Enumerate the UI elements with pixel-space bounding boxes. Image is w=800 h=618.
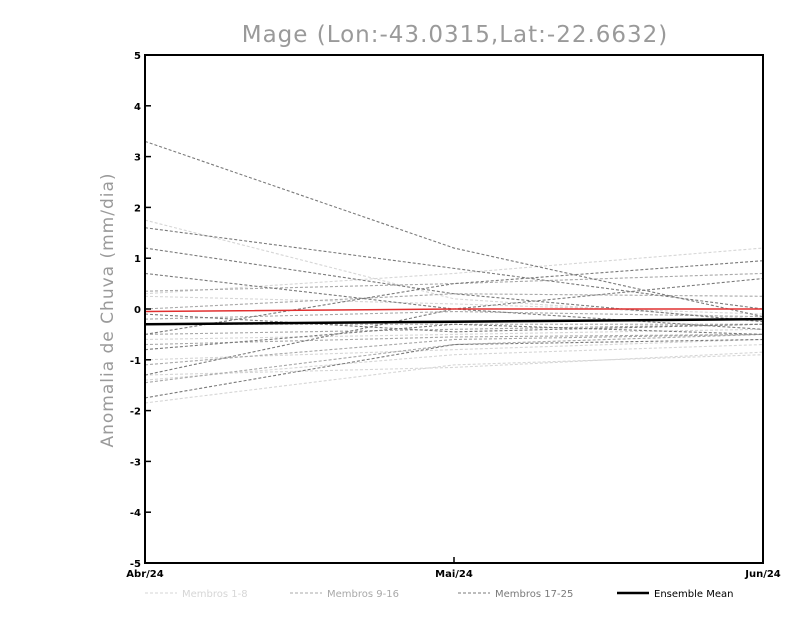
series-layer: [144, 140, 764, 404]
y-axis-label: Anomalia de Chuva (mm/dia): [98, 172, 118, 447]
series-line-ensemble-mean: [144, 317, 764, 326]
series-line-m14: [144, 310, 764, 320]
y-tick-label: 1: [134, 254, 141, 265]
series-line-m13: [144, 333, 764, 384]
series-line-m16: [144, 333, 764, 346]
legend-label: Membros 9-16: [327, 589, 399, 600]
series-line-m18: [144, 227, 764, 310]
y-tick-label: 2: [134, 203, 141, 214]
series-line-m11: [144, 333, 764, 366]
series-line-m07: [144, 351, 764, 376]
x-axis-ticks: Abr/24 Mai/24 Jun/24: [126, 557, 781, 580]
y-tick-label: -5: [130, 559, 141, 570]
y-tick-label: -2: [130, 407, 141, 418]
series-line-m09: [144, 272, 764, 292]
legend-label: Membros 17-25: [495, 589, 573, 600]
series-line-m19: [144, 247, 764, 323]
series-line-m06: [144, 295, 764, 315]
chart-title: Mage (Lon:-43.0315,Lat:-22.6632): [242, 22, 669, 48]
series-line-m01: [144, 219, 764, 320]
y-tick-label: 4: [134, 102, 141, 113]
y-tick-label: 5: [134, 51, 141, 62]
x-tick-label: Abr/24: [126, 569, 163, 580]
series-line-m17: [144, 140, 764, 318]
series-line-m03: [144, 344, 764, 381]
series-line-m25: [144, 323, 764, 351]
legend: Membros 1-8 Membros 9-16 Membros 17-25 Ense…: [145, 589, 733, 600]
y-tick-label: -1: [130, 356, 141, 367]
x-tick-label: Jun/24: [744, 569, 781, 580]
legend-label: Ensemble Mean: [654, 589, 733, 600]
x-tick-label: Mai/24: [435, 569, 473, 580]
series-line-m15: [144, 293, 764, 310]
series-line-m24: [144, 313, 764, 333]
series-line-m04: [144, 354, 764, 404]
series-line-m05: [144, 338, 764, 361]
series-line-observado: [144, 308, 763, 313]
y-tick-label: -3: [130, 457, 141, 468]
y-tick-label: -4: [130, 508, 141, 519]
legend-label: Membros 1-8: [182, 589, 248, 600]
y-tick-label: 3: [134, 153, 141, 164]
series-line-m02: [144, 247, 764, 295]
y-axis-ticks: 5 4 3 2 1 0 -1 -2 -3 -4 -5: [130, 51, 151, 570]
series-line-m12: [144, 323, 764, 335]
series-line-m23: [144, 338, 764, 399]
y-tick-label: 0: [134, 305, 141, 316]
